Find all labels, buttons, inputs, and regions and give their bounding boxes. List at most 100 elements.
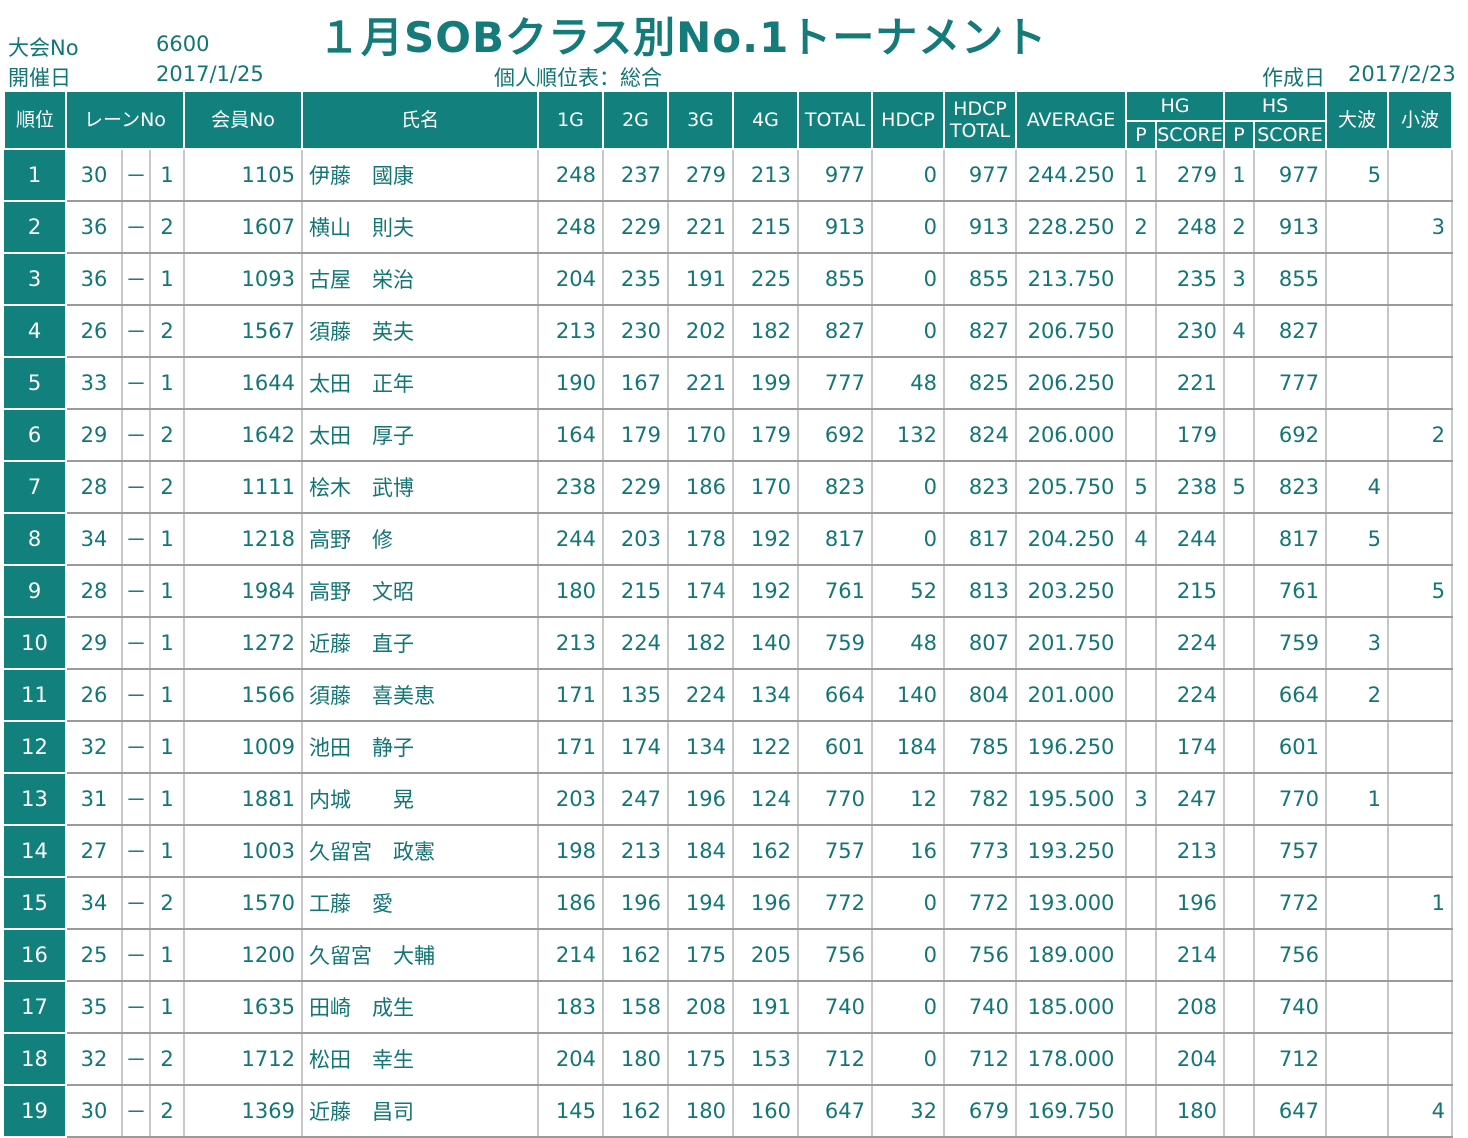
game1-score-cell: 180: [538, 565, 604, 618]
member-number-cell: 1003: [184, 825, 303, 878]
hdcp-total-cell: 785: [944, 721, 1017, 774]
table-row: 5 33 － 1 1644 太田 正年 190 167 221 199 777 48 825 206.25…: [4, 357, 1453, 410]
hs-score-cell: 855: [1254, 253, 1327, 306]
game3-score-cell: 221: [668, 201, 734, 254]
lane-separator: －: [122, 981, 151, 1034]
average-cell: 213.750: [1016, 253, 1127, 306]
header-konami: 小波: [1387, 90, 1453, 150]
game3-score-cell: 221: [668, 357, 734, 410]
game3-score-cell: 196: [668, 773, 734, 826]
table-row: 17 35 － 1 1635 田崎 成生 183 158 208 191 740 0 740 185.00…: [4, 981, 1453, 1034]
game3-score-cell: 208: [668, 981, 734, 1034]
table-row: 9 28 － 1 1984 高野 文昭 180 215 174 192 761 52 813 203.25…: [4, 565, 1453, 618]
rank-cell: 7: [4, 461, 67, 514]
lane-number-cell: 27: [66, 825, 123, 878]
ranking-table: 順位 レーンNo 会員No 氏名 1G 2G 3G 4G TOTAL HDCP …: [3, 90, 1453, 1138]
game3-score-cell: 224: [668, 669, 734, 722]
lane-separator: －: [122, 617, 151, 670]
hs-place-cell: 5: [1224, 461, 1255, 514]
hdcp-total-cell: 825: [944, 357, 1017, 410]
hdcp-total-cell: 823: [944, 461, 1017, 514]
konami-cell: [1388, 669, 1453, 722]
header-hg-p: P: [1125, 120, 1157, 150]
hs-place-cell: [1224, 825, 1255, 878]
player-name-cell: 池田 静子: [302, 721, 539, 774]
hdcp-cell: 0: [872, 461, 945, 514]
hs-place-cell: [1224, 565, 1255, 618]
hg-place-cell: [1126, 409, 1157, 462]
lane-position-cell: 1: [150, 825, 185, 878]
konami-cell: [1388, 253, 1453, 306]
lane-position-cell: 2: [150, 305, 185, 358]
hdcp-cell: 140: [872, 669, 945, 722]
average-cell: 206.000: [1016, 409, 1127, 462]
table-row: 4 26 － 2 1567 須藤 英夫 213 230 202 182 827 0 827 206.750…: [4, 305, 1453, 358]
game1-score-cell: 248: [538, 149, 604, 202]
table-row: 1 30 － 1 1105 伊藤 國康 248 237 279 213 977 0 977 244.250…: [4, 149, 1453, 202]
game4-score-cell: 225: [733, 253, 799, 306]
game1-score-cell: 164: [538, 409, 604, 462]
header-2g: 2G: [602, 90, 669, 150]
hdcp-total-cell: 679: [944, 1085, 1017, 1138]
player-name-cell: 横山 則夫: [302, 201, 539, 254]
game3-score-cell: 170: [668, 409, 734, 462]
player-name-cell: 久留宮 政憲: [302, 825, 539, 878]
game3-score-cell: 175: [668, 929, 734, 982]
rank-cell: 5: [4, 357, 67, 410]
game3-score-cell: 202: [668, 305, 734, 358]
hs-score-cell: 772: [1254, 877, 1327, 930]
lane-separator: －: [122, 565, 151, 618]
rank-cell: 3: [4, 253, 67, 306]
hg-place-cell: [1126, 617, 1157, 670]
game2-score-cell: 237: [603, 149, 669, 202]
total-score-cell: 772: [798, 877, 873, 930]
hg-place-cell: [1126, 981, 1157, 1034]
member-number-cell: 1570: [184, 877, 303, 930]
lane-separator: －: [122, 461, 151, 514]
lane-separator: －: [122, 825, 151, 878]
total-score-cell: 761: [798, 565, 873, 618]
hg-place-cell: [1126, 877, 1157, 930]
game4-score-cell: 162: [733, 825, 799, 878]
average-cell: 206.750: [1016, 305, 1127, 358]
lane-number-cell: 35: [66, 981, 123, 1034]
konami-cell: 2: [1388, 409, 1453, 462]
hs-place-cell: [1224, 877, 1255, 930]
lane-separator: －: [122, 669, 151, 722]
game3-score-cell: 134: [668, 721, 734, 774]
game2-score-cell: 247: [603, 773, 669, 826]
hg-place-cell: [1126, 929, 1157, 982]
hdcp-cell: 32: [872, 1085, 945, 1138]
average-cell: 244.250: [1016, 149, 1127, 202]
game4-score-cell: 192: [733, 513, 799, 566]
lane-position-cell: 1: [150, 565, 185, 618]
onami-cell: 3: [1326, 617, 1389, 670]
game2-score-cell: 158: [603, 981, 669, 1034]
rank-cell: 9: [4, 565, 67, 618]
player-name-cell: 太田 正年: [302, 357, 539, 410]
table-row: 6 29 － 2 1642 太田 厚子 164 179 170 179 692 132 824 206.0…: [4, 409, 1453, 462]
table-row: 8 34 － 1 1218 高野 修 244 203 178 192 817 0 817 204.250 4…: [4, 513, 1453, 566]
hdcp-cell: 16: [872, 825, 945, 878]
average-cell: 201.750: [1016, 617, 1127, 670]
game2-score-cell: 230: [603, 305, 669, 358]
hdcp-total-cell: 804: [944, 669, 1017, 722]
lane-position-cell: 1: [150, 929, 185, 982]
onami-cell: 2: [1326, 669, 1389, 722]
hdcp-cell: 52: [872, 565, 945, 618]
total-score-cell: 692: [798, 409, 873, 462]
header-hdcp-total-line1: HDCP: [953, 98, 1007, 120]
table-row: 19 30 － 2 1369 近藤 昌司 145 162 180 160 647 32 679 169.7…: [4, 1085, 1453, 1138]
hdcp-total-cell: 712: [944, 1033, 1017, 1086]
lane-separator: －: [122, 253, 151, 306]
lane-separator: －: [122, 773, 151, 826]
hg-place-cell: 1: [1126, 149, 1157, 202]
hdcp-total-cell: 913: [944, 201, 1017, 254]
game2-score-cell: 229: [603, 461, 669, 514]
average-cell: 193.250: [1016, 825, 1127, 878]
onami-cell: [1326, 877, 1389, 930]
lane-position-cell: 2: [150, 1033, 185, 1086]
header-hdcp-total-line2: TOTAL: [949, 120, 1011, 142]
lane-number-cell: 28: [66, 565, 123, 618]
game3-score-cell: 194: [668, 877, 734, 930]
